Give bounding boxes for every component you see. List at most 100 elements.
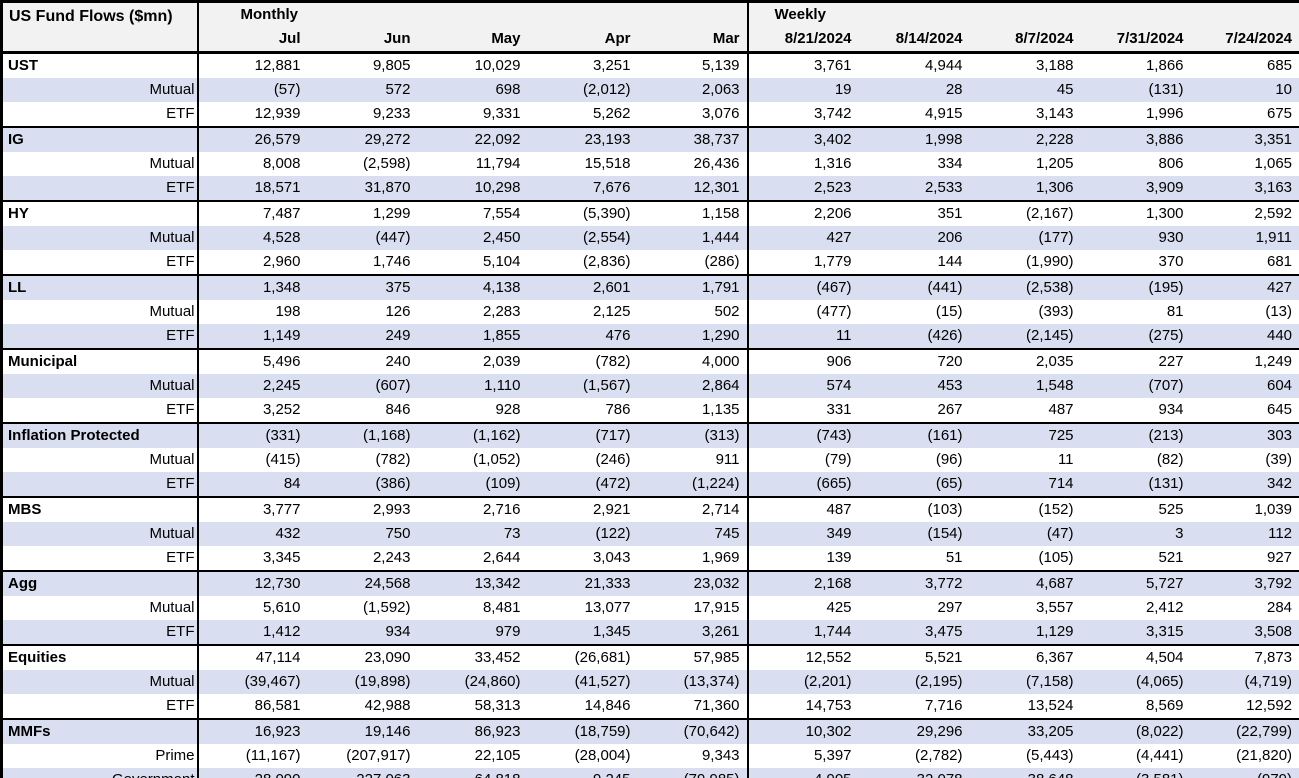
cell: 144 <box>937 253 963 270</box>
cell: 1,911 <box>1190 226 1299 250</box>
table-body: UST 12,881 9,805 10,029 3,251 5,139 3,761 4,944… <box>1 51 1299 778</box>
cell: 71,360 <box>637 694 749 719</box>
cell: (477) <box>816 303 852 320</box>
cell: 525 <box>1080 496 1191 522</box>
cell: (1,052) <box>472 451 521 468</box>
cell: 927 <box>1267 549 1293 566</box>
cell: 112 <box>1190 522 1299 546</box>
cell: 1,300 <box>1080 200 1191 226</box>
cell: (213) <box>1080 422 1191 448</box>
cell: 5,610 <box>262 599 301 616</box>
row-label-sub: Government <box>1 768 199 778</box>
cell: (79) <box>824 451 852 468</box>
cell: 3,163 <box>1190 176 1299 201</box>
cell: (161) <box>858 422 970 448</box>
cell: (665) <box>747 472 859 497</box>
cell: (415) <box>265 451 301 468</box>
cell: 3,508 <box>1190 620 1299 645</box>
table-header: US Fund Flows ($mn) Monthly Weekly Jul J… <box>1 1 1299 54</box>
cell: 2,206 <box>747 200 859 226</box>
cell: 1,249 <box>1190 348 1299 374</box>
cell: 1,149 <box>197 324 308 349</box>
cell: 4,504 <box>1080 644 1191 670</box>
cell: (207,917) <box>346 747 411 764</box>
cell: 1,791 <box>637 274 749 300</box>
cell: 4,687 <box>969 570 1081 596</box>
cell: (109) <box>417 472 528 497</box>
cell: 806 <box>1158 155 1184 172</box>
cell: 2,523 <box>747 176 859 201</box>
table-row: ETF 12,939 9,233 9,331 5,262 3,076 3,742 4,915 3… <box>1 102 1299 127</box>
cell: 574 <box>747 374 859 398</box>
cell: 249 <box>307 324 418 349</box>
cell: 19 <box>747 78 859 102</box>
cell: (1,567) <box>527 374 638 398</box>
cell: 15,518 <box>584 155 631 172</box>
cell: 3,792 <box>1190 570 1299 596</box>
table-row: Equities 47,114 23,090 33,452 (26,681) 57,985… <box>1 644 1299 670</box>
cell: 604 <box>1190 374 1299 398</box>
row-label-sub: Mutual <box>1 670 199 694</box>
table-row: ETF 86,581 42,988 58,313 14,846 71,360 14,753 7… <box>1 694 1299 719</box>
cell: 3,351 <box>1190 126 1299 152</box>
table-row: Mutual (39,467) (19,898) (24,860) (41,527) (1… <box>1 670 1299 694</box>
table-row: ETF 1,149 249 1,855 476 1,290 11 (426) (2,145) (2… <box>1 324 1299 349</box>
cell: 7,554 <box>417 200 528 226</box>
row-label-sub: Mutual <box>1 300 199 324</box>
table-row: ETF 84 (386) (109) (472) (1,224) (665) (65) 714(… <box>1 472 1299 497</box>
cell: 521 <box>1158 549 1184 566</box>
cell: (782) <box>527 348 638 374</box>
cell: 2,592 <box>1190 200 1299 226</box>
cell: 33,205 <box>969 718 1081 744</box>
cell: 12,592 <box>1246 697 1293 714</box>
cell: 3,557 <box>1035 599 1074 616</box>
cell: 685 <box>1190 51 1299 78</box>
cell: 42,988 <box>364 697 411 714</box>
cell: 7,873 <box>1190 644 1299 670</box>
cell: 57,985 <box>637 644 749 670</box>
cell: 2,714 <box>637 496 749 522</box>
table-row: Inflation Protected (331) (1,168) (1,162) (7… <box>1 422 1299 448</box>
cell: 17,915 <box>637 596 749 620</box>
cell: 1,412 <box>197 620 308 645</box>
table-row: Mutual 5,610 (1,592) 8,481 13,077 17,915 425 29… <box>1 596 1299 620</box>
cell: 930 <box>1080 226 1191 250</box>
cell: 2,168 <box>747 570 859 596</box>
row-label-sub: Mutual <box>1 596 199 620</box>
cell: (7,158) <box>969 670 1081 694</box>
cell: 440 <box>1190 324 1299 349</box>
cell: (743) <box>747 422 859 448</box>
table-row: Mutual (57) 572 698 (2,012) 2,063 19 28 45 (131) 1… <box>1 78 1299 102</box>
cell: 8,481 <box>482 599 521 616</box>
cell: 2,125 <box>592 303 631 320</box>
row-label-section: LL <box>1 274 199 300</box>
cell: (313) <box>637 422 749 448</box>
cell: 28 <box>858 78 970 102</box>
cell: (4,719) <box>1190 670 1299 694</box>
cell: (246) <box>595 451 631 468</box>
cell: (1,990) <box>1025 253 1074 270</box>
cell: 10,029 <box>417 51 528 78</box>
cell: 303 <box>1190 422 1299 448</box>
cell: 5,496 <box>197 348 308 374</box>
table-row: Mutual 8,008 (2,598) 11,794 15,518 26,436 1,31… <box>1 152 1299 176</box>
cell: 3,475 <box>858 620 970 645</box>
cell: 4,138 <box>417 274 528 300</box>
cell: (2,782) <box>914 747 963 764</box>
table-row: HY 7,487 1,299 7,554 (5,390) 1,158 2,206 351 (2,… <box>1 200 1299 226</box>
cell: 1,998 <box>858 126 970 152</box>
row-label-sub: ETF <box>1 694 199 719</box>
cell: (103) <box>858 496 970 522</box>
cell: (65) <box>858 472 970 497</box>
cell: 375 <box>307 274 418 300</box>
cell: (15) <box>935 303 963 320</box>
row-label-section: UST <box>1 51 199 78</box>
table-row: Mutual 2,245 (607) 1,110 (1,567) 2,864 574 453 1… <box>1 374 1299 398</box>
cell: (1,592) <box>362 599 411 616</box>
row-label-sub: Mutual <box>1 152 199 176</box>
cell: 18,571 <box>197 176 308 201</box>
cell: 8,008 <box>262 155 301 172</box>
col-header-may: May <box>417 27 528 54</box>
row-label-sub: ETF <box>1 546 199 571</box>
